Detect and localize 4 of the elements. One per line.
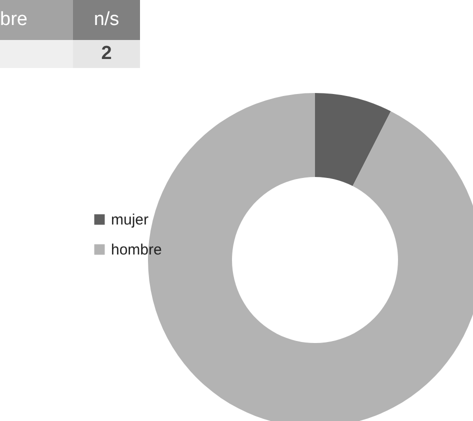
table: bre n/s 2 bbox=[0, 0, 140, 68]
legend-label: mujer bbox=[111, 212, 149, 228]
legend-label: hombre bbox=[111, 242, 162, 258]
donut-slice bbox=[315, 93, 391, 186]
